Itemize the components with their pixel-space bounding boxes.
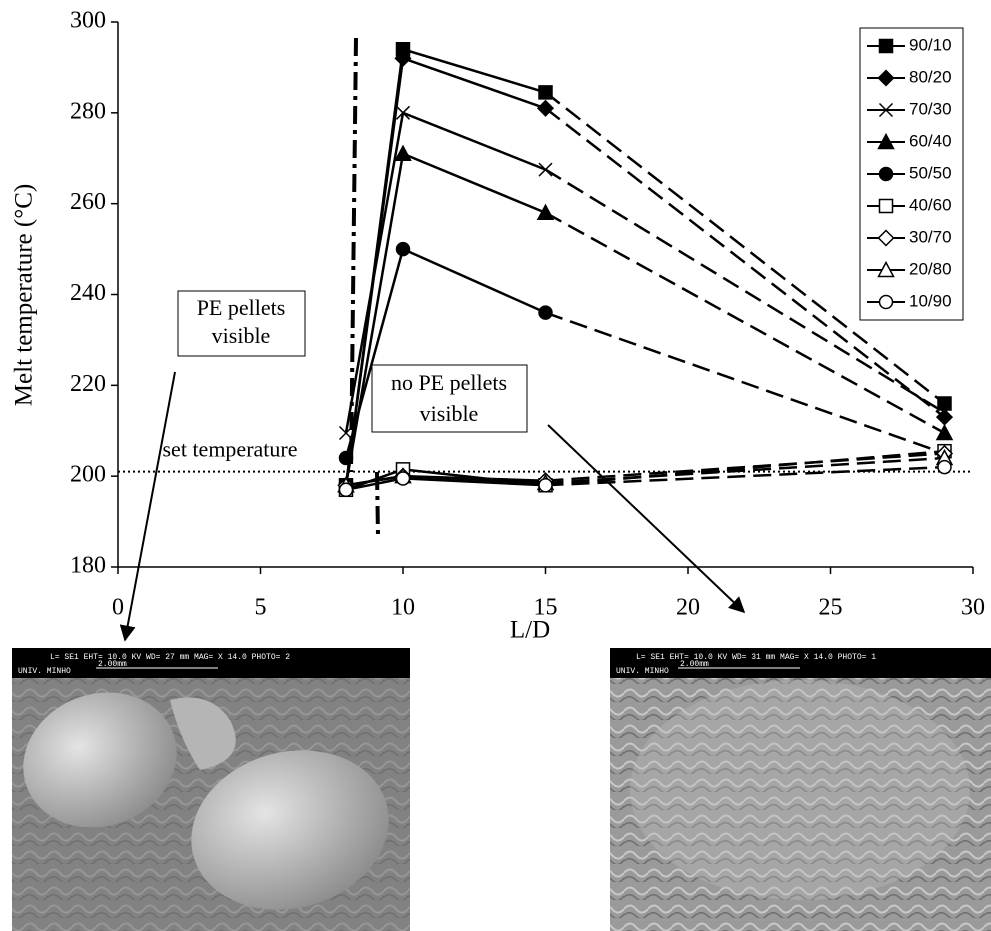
x-tick-label: 0 [112,595,124,621]
y-tick-label: 300 [70,8,106,34]
x-tick-label: 20 [676,595,700,621]
sem-image: L= SE1 EHT= 10.0 KV WD= 27 mm MAG= X 14.… [4,648,410,931]
legend-label: 90/10 [909,35,952,54]
sem-lab: UNIV. MINHO [18,667,71,676]
annotation: no PE pellets [391,370,507,395]
series-line [346,154,546,486]
marker [397,472,410,485]
legend-label: 10/90 [909,291,952,310]
sem-texture [630,680,970,900]
y-tick-label: 200 [70,462,106,488]
marker [880,168,893,181]
legend-label: 40/60 [909,195,952,214]
arrow [125,372,175,640]
marker [340,483,353,496]
y-tick-label: 220 [70,371,106,397]
marker [539,479,552,492]
reference-label: set temperature [163,437,298,462]
marker [938,461,951,474]
annotation: visible [420,401,479,426]
y-tick-label: 260 [70,189,106,215]
marker [880,40,893,53]
y-tick-label: 180 [70,553,106,579]
marker [397,243,410,256]
legend-label: 60/40 [909,131,952,150]
legend-label: 70/30 [909,99,952,118]
sem-header-text: L= SE1 EHT= 10.0 KV WD= 27 mm MAG= X 14.… [50,653,290,662]
marker [880,296,893,309]
arrow [548,425,744,612]
sem-header-text: L= SE1 EHT= 10.0 KV WD= 31 mm MAG= X 14.… [636,653,876,662]
x-tick-label: 10 [391,595,415,621]
y-tick-label: 240 [70,280,106,306]
x-axis-label: L/D [510,617,550,644]
legend-label: 50/50 [909,163,952,182]
annotation: PE pellets [197,295,286,320]
legend: 90/10 80/20 70/30 60/40 50/50 40/60 30/70 20/80… [860,28,963,320]
y-tick-label: 280 [70,98,106,124]
legend-label: 80/20 [909,67,952,86]
x-tick-label: 25 [819,595,843,621]
y-axis-label: Melt temperature (°C) [11,184,38,406]
sem-lab: UNIV. MINHO [616,667,669,676]
marker [937,426,952,440]
marker [340,452,353,465]
marker [539,86,552,99]
marker [538,205,553,219]
sem-image: L= SE1 EHT= 10.0 KV WD= 31 mm MAG= X 14.… [610,648,991,931]
annotation: visible [212,323,271,348]
x-tick-label: 5 [255,595,267,621]
x-tick-label: 30 [961,595,985,621]
marker [539,306,552,319]
legend-label: 30/70 [909,227,952,246]
legend-label: 20/80 [909,259,952,278]
marker [880,200,893,213]
chart: 180200220240260280300051015202530 PE pel… [0,0,991,931]
zone-boundary [377,472,378,536]
marker [539,163,552,176]
series-line-extrapolated [546,313,945,454]
